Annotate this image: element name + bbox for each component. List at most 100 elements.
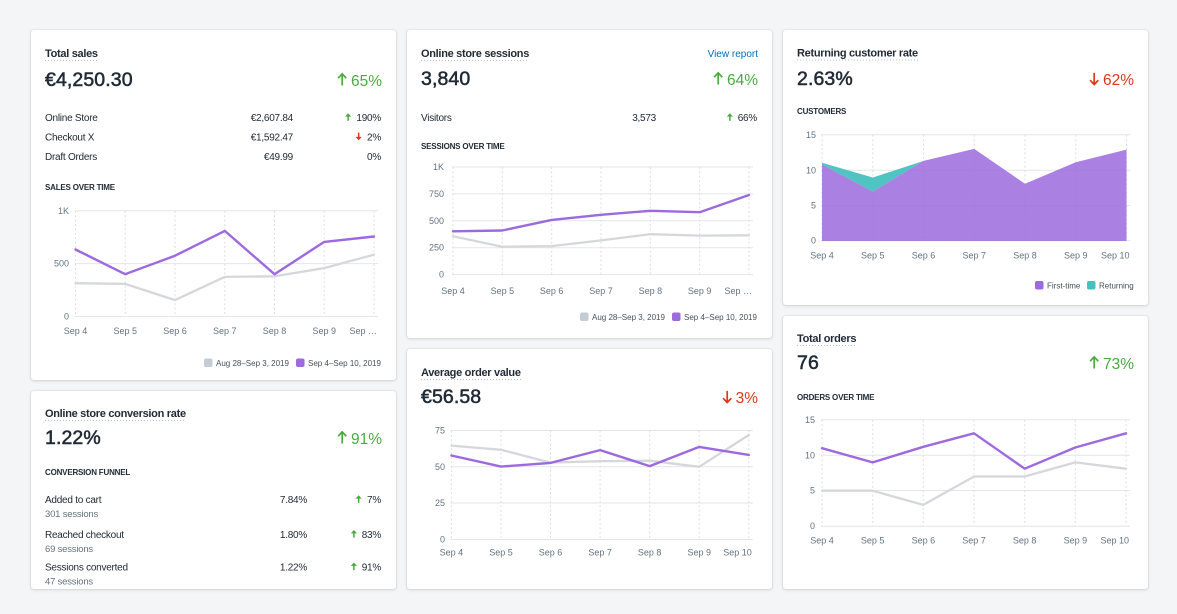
svg-text:Sep 7: Sep 7 (962, 536, 986, 546)
svg-text:Average order value: Average order value (421, 367, 521, 379)
svg-text:1.80%: 1.80% (280, 530, 307, 541)
svg-text:47 sessions: 47 sessions (45, 576, 93, 587)
svg-text:7%: 7% (367, 495, 381, 506)
svg-text:SALES OVER TIME: SALES OVER TIME (45, 183, 116, 192)
svg-text:€49.99: €49.99 (264, 152, 294, 163)
svg-text:Sep 5: Sep 5 (861, 536, 885, 546)
svg-text:Sep 6: Sep 6 (163, 326, 187, 336)
svg-text:Sep 4: Sep 4 (441, 286, 465, 296)
svg-text:Sep 9: Sep 9 (1064, 251, 1088, 261)
svg-text:Total orders: Total orders (797, 333, 856, 345)
svg-text:Online store sessions: Online store sessions (421, 48, 529, 60)
svg-text:Online store conversion rate: Online store conversion rate (45, 408, 186, 420)
svg-text:View report: View report (708, 49, 759, 60)
svg-text:Sep 4: Sep 4 (64, 326, 88, 336)
svg-text:Sep 8: Sep 8 (1013, 536, 1037, 546)
svg-text:5: 5 (811, 201, 816, 211)
svg-text:Returning: Returning (1099, 282, 1134, 291)
svg-text:€2,607.84: €2,607.84 (251, 113, 294, 124)
svg-text:Sep 7: Sep 7 (962, 251, 986, 261)
svg-text:500: 500 (429, 216, 444, 226)
svg-text:€4,250.30: €4,250.30 (45, 69, 133, 91)
svg-text:€56.58: €56.58 (421, 386, 481, 408)
svg-text:Sep 5: Sep 5 (113, 326, 137, 336)
svg-text:Sep 10: Sep 10 (1101, 251, 1130, 261)
svg-text:SESSIONS OVER TIME: SESSIONS OVER TIME (421, 142, 505, 151)
svg-text:Sep 4–Sep 10, 2019: Sep 4–Sep 10, 2019 (684, 313, 758, 322)
svg-text:Sep 4–Sep 10, 2019: Sep 4–Sep 10, 2019 (308, 359, 382, 368)
svg-text:0: 0 (811, 236, 816, 246)
svg-text:Visitors: Visitors (421, 113, 452, 124)
svg-text:0: 0 (440, 535, 445, 545)
svg-text:Sessions converted: Sessions converted (45, 562, 128, 573)
svg-text:Sep …: Sep … (349, 326, 377, 336)
svg-text:69 sessions: 69 sessions (45, 544, 93, 555)
svg-text:91%: 91% (351, 431, 382, 448)
svg-text:5: 5 (810, 486, 815, 496)
svg-text:Added to cart: Added to cart (45, 495, 102, 506)
svg-text:Sep 9: Sep 9 (312, 326, 336, 336)
svg-text:First-time: First-time (1047, 282, 1081, 291)
svg-text:1K: 1K (433, 162, 444, 172)
svg-text:ORDERS OVER TIME: ORDERS OVER TIME (797, 393, 875, 402)
svg-text:1K: 1K (58, 206, 69, 216)
svg-text:66%: 66% (738, 113, 758, 124)
svg-text:Sep 5: Sep 5 (491, 286, 515, 296)
svg-text:Sep 7: Sep 7 (213, 326, 237, 336)
svg-text:Sep 8: Sep 8 (639, 286, 663, 296)
svg-text:Aug 28–Sep 3, 2019: Aug 28–Sep 3, 2019 (592, 313, 666, 322)
svg-text:Sep 4: Sep 4 (440, 548, 464, 558)
svg-text:Reached checkout: Reached checkout (45, 530, 124, 541)
svg-text:Sep 9: Sep 9 (688, 286, 712, 296)
svg-text:Sep 8: Sep 8 (263, 326, 287, 336)
svg-text:Sep 8: Sep 8 (1013, 251, 1037, 261)
svg-text:3%: 3% (736, 390, 759, 407)
svg-text:2.63%: 2.63% (797, 68, 853, 90)
svg-text:Aug 28–Sep 3, 2019: Aug 28–Sep 3, 2019 (216, 359, 290, 368)
svg-text:Returning customer rate: Returning customer rate (797, 48, 918, 60)
svg-text:Sep 5: Sep 5 (861, 251, 885, 261)
svg-text:Sep 6: Sep 6 (912, 536, 936, 546)
svg-text:Sep 9: Sep 9 (1064, 536, 1088, 546)
svg-text:76: 76 (797, 352, 819, 374)
svg-text:25: 25 (435, 498, 445, 508)
svg-text:Sep 8: Sep 8 (638, 548, 662, 558)
svg-text:1.22%: 1.22% (280, 562, 307, 573)
svg-text:0: 0 (439, 270, 444, 280)
svg-text:62%: 62% (1103, 72, 1134, 89)
svg-text:50: 50 (435, 462, 445, 472)
svg-text:Sep 6: Sep 6 (912, 251, 936, 261)
svg-text:Sep 7: Sep 7 (588, 548, 612, 558)
svg-text:Sep 4: Sep 4 (810, 251, 834, 261)
svg-text:Online Store: Online Store (45, 113, 98, 124)
svg-text:Sep …: Sep … (724, 286, 752, 296)
svg-text:CONVERSION FUNNEL: CONVERSION FUNNEL (45, 468, 130, 477)
svg-text:Sep 6: Sep 6 (539, 548, 563, 558)
svg-text:15: 15 (805, 415, 815, 425)
svg-text:Sep 4: Sep 4 (810, 536, 834, 546)
svg-text:3,573: 3,573 (632, 113, 656, 124)
svg-text:301 sessions: 301 sessions (45, 509, 99, 520)
svg-text:10: 10 (806, 165, 816, 175)
svg-text:1.22%: 1.22% (45, 427, 101, 449)
svg-text:190%: 190% (356, 113, 381, 124)
svg-text:€1,592.47: €1,592.47 (251, 133, 294, 144)
svg-text:250: 250 (429, 243, 444, 253)
svg-text:Total sales: Total sales (45, 48, 98, 60)
svg-text:750: 750 (429, 189, 444, 199)
svg-text:0%: 0% (367, 152, 381, 163)
svg-text:Sep 5: Sep 5 (489, 548, 513, 558)
svg-text:83%: 83% (362, 530, 382, 541)
svg-text:91%: 91% (362, 562, 382, 573)
svg-text:65%: 65% (351, 73, 382, 90)
svg-text:75: 75 (435, 426, 445, 436)
svg-text:64%: 64% (727, 72, 758, 89)
svg-text:3,840: 3,840 (421, 68, 470, 90)
svg-text:Sep 9: Sep 9 (687, 548, 711, 558)
svg-text:Sep 10: Sep 10 (1100, 536, 1129, 546)
svg-text:15: 15 (806, 130, 816, 140)
svg-text:Sep 7: Sep 7 (589, 286, 613, 296)
svg-text:10: 10 (805, 450, 815, 460)
svg-text:73%: 73% (1103, 356, 1134, 373)
svg-text:0: 0 (64, 312, 69, 322)
